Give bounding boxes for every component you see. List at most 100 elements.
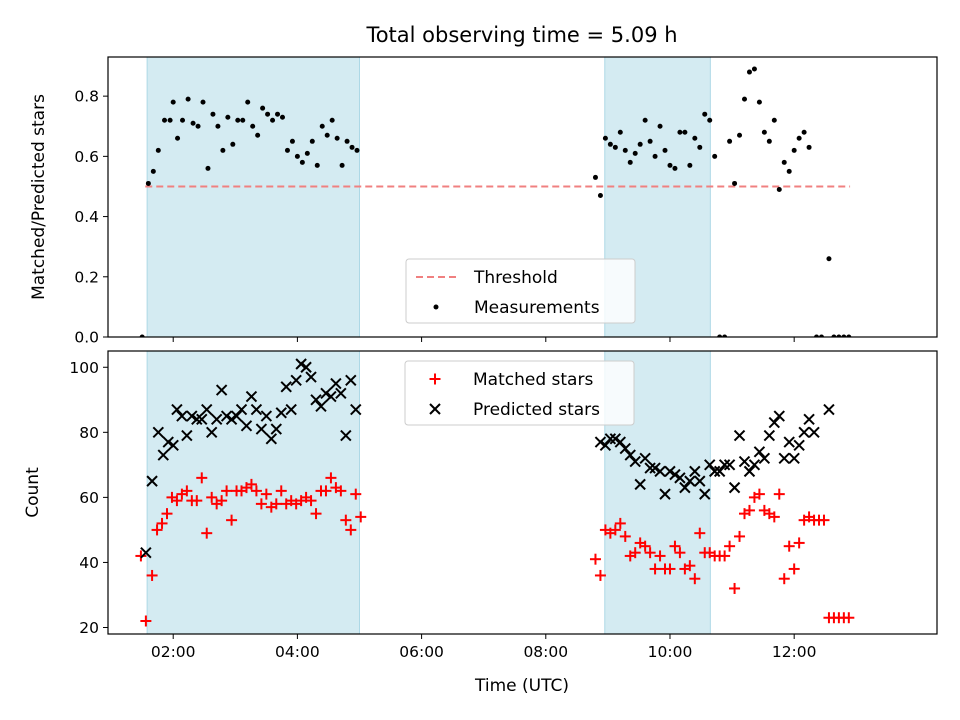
data-point-b <box>146 475 158 487</box>
data-point-b <box>798 426 810 439</box>
data-point <box>684 560 696 572</box>
data-point <box>734 530 746 542</box>
legend-label: Threshold <box>473 268 558 288</box>
data-point-b <box>162 436 174 448</box>
data-point <box>738 455 751 468</box>
data-point <box>761 129 767 135</box>
data-point <box>702 111 708 117</box>
data-point <box>634 478 646 491</box>
data-point <box>659 488 671 500</box>
data-point <box>220 410 233 422</box>
data-point <box>723 459 736 471</box>
data-point <box>682 129 688 135</box>
data-point-b <box>220 410 233 422</box>
data-point <box>350 403 362 416</box>
data-point-b <box>778 452 790 465</box>
y-tick-label: 100 <box>69 359 99 377</box>
data-point <box>841 334 847 337</box>
ratio-panel: 0.0 0.2 0.4 0.6 0.8 Matched/Predicted stars Th… <box>29 56 938 347</box>
data-point <box>669 540 681 552</box>
data-point <box>697 144 703 150</box>
data-point <box>139 334 145 337</box>
data-point <box>713 465 726 478</box>
series-matched-stars <box>135 472 855 627</box>
data-point <box>345 374 357 386</box>
y-tick-label: 60 <box>79 489 99 507</box>
data-point <box>196 472 208 484</box>
data-point <box>245 390 258 403</box>
data-point <box>170 99 176 105</box>
data-point <box>814 334 820 337</box>
data-point <box>275 407 287 419</box>
data-point <box>654 465 666 478</box>
data-point <box>732 180 738 186</box>
counts-panel: 02:00 04:00 06:00 08:00 10:00 12:00 20 40 60 80 10… <box>23 350 938 661</box>
data-point <box>325 472 337 484</box>
data-point-b <box>140 546 152 559</box>
legend-swatch <box>433 304 439 310</box>
data-point <box>672 165 678 171</box>
data-point <box>181 429 193 442</box>
data-point <box>728 481 741 494</box>
data-point <box>294 153 300 159</box>
data-point <box>240 420 253 432</box>
data-point <box>255 132 261 138</box>
data-point <box>260 410 273 422</box>
data-point-b <box>773 410 785 422</box>
data-point-b <box>753 446 766 458</box>
data-point <box>210 413 223 426</box>
data-point-b <box>708 465 721 478</box>
y-tick-label: 0.8 <box>74 88 99 106</box>
data-point-b <box>171 403 183 416</box>
data-point <box>798 426 810 439</box>
legend-swatch <box>429 373 441 385</box>
data-point-b <box>763 429 776 442</box>
data-point-b <box>191 413 203 426</box>
data-point-b <box>300 361 312 373</box>
data-point <box>304 150 310 156</box>
data-point-b <box>659 488 671 500</box>
data-point-b <box>823 403 835 416</box>
data-point <box>250 403 263 416</box>
data-point-b <box>743 465 756 478</box>
data-point <box>617 129 623 135</box>
data-point <box>206 491 218 503</box>
data-point <box>280 381 292 393</box>
data-point <box>607 141 613 147</box>
data-point <box>687 162 693 168</box>
data-point <box>235 403 248 416</box>
data-point <box>300 361 312 373</box>
data-point <box>689 573 701 585</box>
data-point <box>240 117 246 123</box>
legend-entry: Predicted stars <box>429 400 600 420</box>
data-point <box>255 498 267 510</box>
data-point-b <box>345 374 357 386</box>
data-point <box>162 436 174 448</box>
data-point <box>350 488 362 500</box>
data-point-b <box>634 478 646 491</box>
data-point <box>150 168 156 174</box>
data-point <box>627 159 633 165</box>
data-point <box>295 358 307 370</box>
data-point <box>181 485 193 497</box>
data-point-b <box>639 452 651 465</box>
legend-box <box>405 258 636 324</box>
data-point <box>310 394 322 406</box>
plot-area <box>135 351 855 634</box>
data-point <box>632 150 638 156</box>
data-point <box>167 117 173 123</box>
data-point-b <box>803 413 815 426</box>
data-point <box>284 147 290 153</box>
y-axis-label: Matched/Predicted stars <box>29 94 49 300</box>
data-point <box>619 442 631 455</box>
data-point <box>315 400 327 413</box>
data-point <box>727 138 733 144</box>
data-point <box>609 433 622 445</box>
data-point <box>597 192 603 198</box>
data-point <box>594 436 607 448</box>
data-point <box>629 455 641 468</box>
figure-title: Total observing time = 5.09 h <box>365 23 677 47</box>
data-point <box>320 387 332 399</box>
data-point <box>190 120 196 126</box>
